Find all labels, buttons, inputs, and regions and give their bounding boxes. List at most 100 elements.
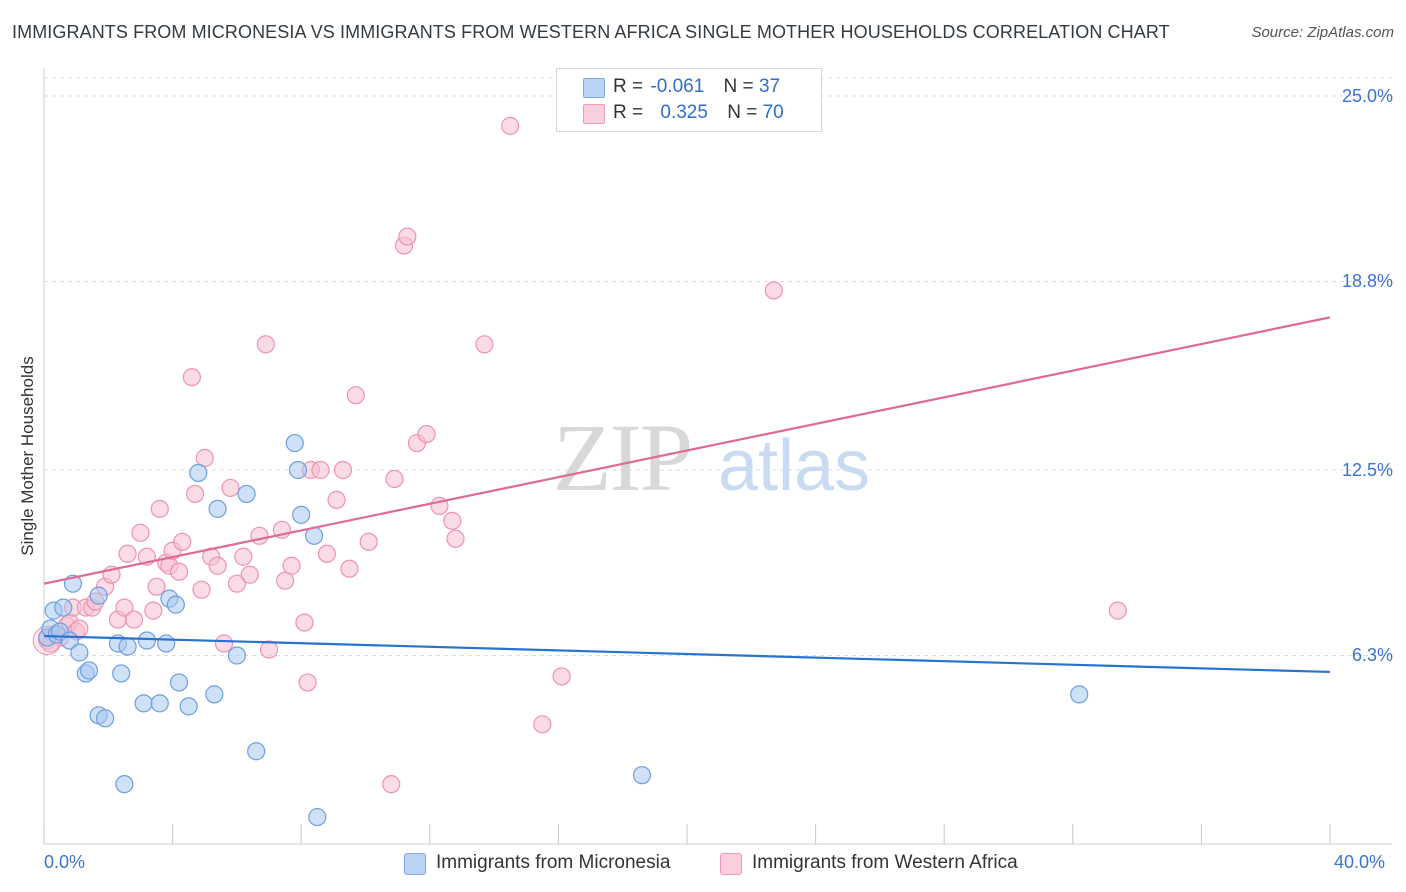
data-point-western-africa — [221, 478, 240, 498]
data-point-western-africa — [124, 610, 144, 629]
data-point-micronesia — [79, 661, 99, 680]
data-point-western-africa — [446, 529, 465, 548]
data-point-western-africa — [533, 715, 552, 734]
axes — [43, 68, 1392, 845]
data-point-micronesia — [54, 598, 73, 617]
data-point-western-africa — [1108, 601, 1127, 620]
y-tick-label: 25.0% — [1341, 85, 1393, 106]
data-point-western-africa — [501, 116, 520, 135]
data-point-western-africa — [443, 511, 462, 530]
legend-swatch-pink — [583, 104, 605, 124]
data-point-micronesia — [189, 463, 208, 483]
data-point-western-africa — [346, 386, 365, 405]
data-point-western-africa — [147, 577, 166, 596]
data-point-western-africa — [282, 556, 301, 575]
data-point-western-africa — [311, 460, 330, 480]
legend-r-value: 0.325 — [660, 102, 708, 123]
data-point-western-africa — [144, 601, 163, 620]
data-point-western-africa — [118, 544, 137, 563]
data-point-western-africa — [250, 526, 269, 545]
x-tick-label-max: 40.0% — [1334, 852, 1386, 872]
data-point-western-africa — [398, 227, 417, 246]
chart-title: IMMIGRANTS FROM MICRONESIA VS IMMIGRANTS… — [12, 22, 1170, 42]
data-point-western-africa — [385, 469, 404, 489]
bottom-legend-swatch-blue — [404, 853, 426, 875]
data-point-western-africa — [764, 281, 783, 300]
legend-r-value: -0.061 — [650, 76, 705, 97]
data-point-micronesia — [70, 643, 89, 662]
data-point-western-africa — [240, 565, 259, 584]
data-point-western-africa — [214, 634, 234, 653]
data-point-western-africa — [227, 574, 246, 593]
data-point-micronesia — [115, 775, 134, 794]
data-point-western-africa — [208, 556, 227, 575]
data-point-western-africa — [131, 523, 150, 542]
data-point-micronesia — [237, 484, 256, 504]
data-point-micronesia — [247, 742, 266, 761]
data-point-micronesia — [179, 697, 198, 716]
data-point-western-africa — [475, 335, 494, 354]
data-point-western-africa — [359, 532, 378, 551]
data-point-micronesia — [150, 694, 169, 713]
data-point-micronesia — [288, 460, 308, 480]
watermark: ZIP atlas — [553, 404, 870, 511]
data-point-micronesia — [166, 595, 185, 614]
data-point-micronesia — [1070, 685, 1089, 704]
data-point-micronesia — [308, 807, 327, 827]
data-point-western-africa — [150, 499, 169, 518]
data-point-micronesia — [134, 694, 153, 713]
data-point-western-africa — [382, 775, 401, 794]
data-point-micronesia — [112, 664, 131, 683]
bottom-legend-label: Immigrants from Western Africa — [752, 852, 1018, 873]
data-point-micronesia — [95, 709, 115, 728]
data-point-micronesia — [208, 499, 227, 518]
trend-lines — [43, 316, 1331, 674]
y-tick-label: 18.8% — [1341, 271, 1393, 292]
data-point-micronesia — [205, 685, 224, 704]
trend-line-micronesia — [43, 634, 1331, 674]
trend-line-western-africa — [43, 316, 1331, 585]
data-point-micronesia — [285, 433, 304, 453]
bottom-legend-label: Immigrants from Micronesia — [436, 852, 671, 873]
data-point-western-africa — [182, 368, 201, 387]
bottom-legend-swatch-pink — [720, 853, 742, 875]
legend-r-label: R = — [613, 76, 644, 97]
data-point-micronesia — [118, 637, 137, 656]
data-point-micronesia — [292, 505, 311, 524]
data-point-western-africa — [186, 484, 205, 504]
data-point-western-africa — [256, 335, 275, 354]
data-point-western-africa — [259, 640, 279, 659]
data-point-micronesia — [632, 766, 652, 785]
data-point-western-africa — [173, 532, 192, 551]
watermark-zip: ZIP — [553, 404, 691, 511]
data-point-western-africa — [192, 580, 211, 599]
legend-n-value: 37 — [758, 76, 781, 97]
data-point-micronesia — [137, 631, 156, 650]
data-point-western-africa — [333, 460, 353, 480]
data-point-western-africa — [327, 490, 346, 509]
data-point-western-africa — [169, 562, 189, 581]
data-point-western-africa — [276, 571, 295, 590]
watermark-atlas: atlas — [718, 426, 870, 506]
source-label: Source: ZipAtlas.com — [1251, 24, 1394, 41]
data-point-micronesia — [157, 634, 176, 653]
data-point-western-africa — [417, 424, 436, 444]
data-point-western-africa — [340, 559, 359, 578]
data-point-western-africa — [298, 673, 317, 692]
data-point-western-africa — [234, 547, 253, 566]
data-point-micronesia — [89, 586, 108, 605]
data-point-western-africa — [115, 598, 134, 617]
legend-n-label: N = — [727, 102, 758, 123]
data-point-micronesia — [227, 646, 246, 665]
legend-swatch-blue — [583, 78, 605, 98]
data-point-western-africa — [295, 613, 314, 632]
correlation-legend: R = -0.061 N = 37 R = 0.325 N = 70 — [556, 68, 822, 132]
data-point-western-africa — [195, 448, 214, 468]
y-tick-label: 6.3% — [1351, 645, 1393, 666]
data-point-western-africa — [552, 667, 571, 686]
data-point-micronesia — [169, 673, 189, 692]
y-tick-label: 12.5% — [1341, 459, 1393, 480]
legend-r-label: R = — [613, 102, 644, 123]
x-tick-label-min: 0.0% — [44, 852, 86, 872]
